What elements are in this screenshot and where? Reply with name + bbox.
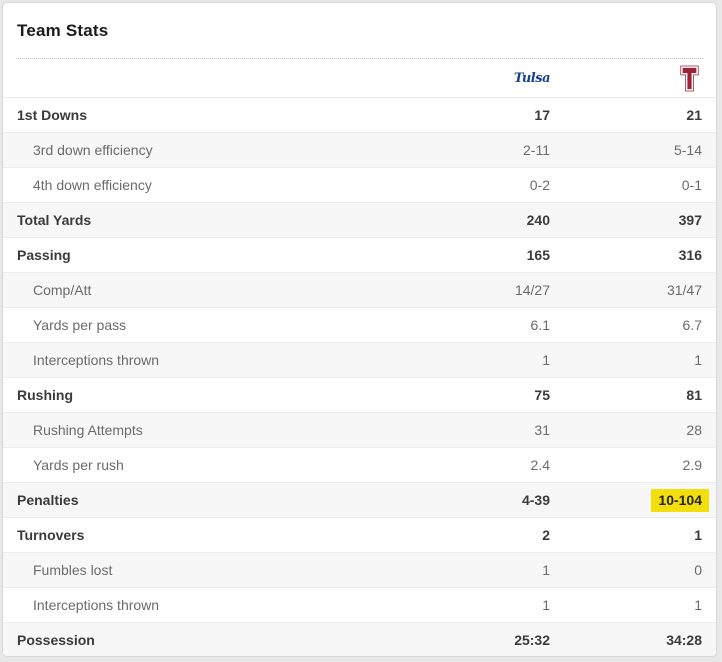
team-logos-row: Tulsa [3, 59, 716, 98]
stat-label: Yards per pass [33, 317, 127, 333]
stat-label: Rushing Attempts [33, 422, 143, 438]
away-value: 1 [542, 352, 550, 368]
page-title: Team Stats [17, 20, 109, 40]
tulsa-logo[interactable]: Tulsa [513, 70, 551, 86]
stat-row: Possession 25:32 34:28 [3, 623, 716, 656]
stat-label: Interceptions thrown [33, 597, 160, 613]
stat-row: Yards per rush 2.4 2.9 [3, 448, 716, 483]
home-value: 34:28 [666, 632, 702, 648]
stat-label: Total Yards [17, 212, 92, 228]
stat-row: Rushing Attempts 31 28 [3, 413, 716, 448]
home-value: 28 [686, 422, 702, 438]
stat-row: Penalties 4-39 10-104 [3, 483, 716, 518]
away-value: 2-11 [523, 142, 550, 158]
away-value: 2 [542, 527, 550, 543]
home-value: 2.9 [682, 457, 702, 473]
home-value: 316 [678, 247, 702, 263]
stat-label: Possession [17, 632, 95, 648]
home-value: 10-104 [550, 488, 709, 512]
home-value: 1 [694, 352, 702, 368]
header-divider [16, 58, 703, 59]
stat-row: 3rd down efficiency 2-11 5-14 [3, 133, 716, 168]
home-value: 0-1 [681, 177, 702, 193]
home-value: 1 [694, 527, 702, 543]
stat-label: Yards per rush [33, 457, 124, 473]
away-team-logo-cell[interactable]: Tulsa [398, 70, 551, 86]
stat-label: Comp/Att [33, 282, 92, 298]
stats-table-body: 1st Downs 17 21 3rd down efficiency 2-11… [3, 98, 716, 656]
away-value: 14/27 [514, 282, 550, 298]
away-value: 75 [534, 387, 550, 403]
stat-label: Interceptions thrown [33, 352, 160, 368]
home-team-logo-cell[interactable] [550, 65, 702, 92]
home-value: 21 [686, 107, 702, 123]
stat-label: 1st Downs [17, 107, 88, 123]
stat-row: Interceptions thrown 1 1 [3, 588, 716, 623]
stat-row: Rushing 75 81 [3, 378, 716, 413]
away-value: 25:32 [514, 632, 550, 648]
stat-row: Interceptions thrown 1 1 [3, 343, 716, 378]
stat-label: Turnovers [17, 527, 85, 543]
away-value: 2.4 [530, 457, 550, 473]
stat-label: Fumbles lost [33, 562, 113, 578]
away-value: 4-39 [521, 492, 550, 508]
card-header: Team Stats [3, 3, 716, 58]
stat-row: 1st Downs 17 21 [3, 98, 716, 133]
away-value: 17 [534, 107, 550, 123]
home-value: 6.7 [682, 317, 702, 333]
away-value: 165 [526, 247, 550, 263]
home-value: 31/47 [666, 282, 702, 298]
stat-row: Total Yards 240 397 [3, 203, 716, 238]
home-value: 0 [694, 562, 702, 578]
stat-label: Rushing [17, 387, 73, 403]
away-value: 31 [534, 422, 550, 438]
stat-row: 4th down efficiency 0-2 0-1 [3, 168, 716, 203]
stat-label: Penalties [17, 492, 79, 508]
stat-row: Comp/Att 14/27 31/47 [3, 273, 716, 308]
stat-row: Yards per pass 6.1 6.7 [3, 308, 716, 343]
away-value: 6.1 [530, 317, 550, 333]
away-value: 240 [526, 212, 550, 228]
stat-row: Turnovers 2 1 [3, 518, 716, 553]
stat-row: Passing 165 316 [3, 238, 716, 273]
team-stats-card: Team Stats Tulsa 1st Downs 17 21 3rd dow… [2, 2, 717, 657]
home-value: 397 [678, 212, 702, 228]
away-value: 1 [542, 562, 550, 578]
stat-label: 4th down efficiency [33, 177, 152, 193]
stat-label: Passing [17, 247, 71, 263]
home-value: 81 [686, 387, 702, 403]
stat-label: 3rd down efficiency [33, 142, 153, 158]
home-value: 1 [694, 597, 702, 613]
temple-logo[interactable] [680, 65, 699, 92]
away-value: 1 [542, 597, 550, 613]
away-value: 0-2 [529, 177, 550, 193]
home-value: 5-14 [673, 142, 702, 158]
stat-row: Fumbles lost 1 0 [3, 553, 716, 588]
